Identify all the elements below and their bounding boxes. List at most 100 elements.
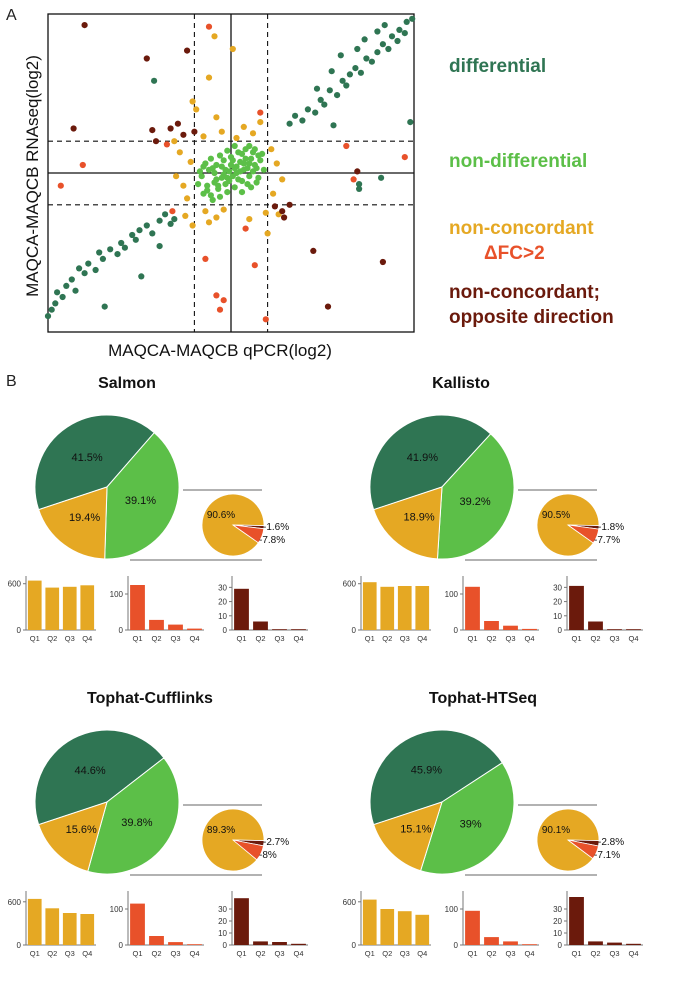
- pie-slice-0: [34, 414, 156, 511]
- point-1-2: [207, 192, 214, 199]
- pie-label-1: 39.2%: [459, 496, 490, 508]
- bar-0: [569, 585, 584, 630]
- bar-category-2: Q3: [400, 634, 410, 643]
- bar-0: [465, 586, 480, 630]
- point-0-33: [304, 106, 311, 113]
- point-4-2: [149, 127, 156, 134]
- bar-2: [503, 941, 518, 945]
- bar-category-0: Q1: [467, 949, 477, 958]
- point-0-8: [81, 270, 88, 277]
- point-2-20: [270, 190, 277, 197]
- point-2-29: [171, 138, 178, 145]
- bar-category-0: Q1: [365, 634, 375, 643]
- point-0-6: [72, 287, 79, 294]
- point-2-15: [240, 123, 247, 130]
- point-0-24: [162, 211, 169, 218]
- point-1-47: [204, 187, 211, 194]
- point-0-35: [317, 96, 324, 103]
- point-3-2: [163, 141, 170, 148]
- bar-2: [397, 586, 412, 630]
- point-0-59: [328, 68, 335, 75]
- point-4-4: [152, 138, 160, 145]
- pie-label-1: 39.8%: [121, 817, 152, 829]
- bar-category-3: Q4: [293, 634, 303, 643]
- pie-label-1: 39%: [460, 819, 482, 831]
- bar-category-1: Q2: [151, 634, 161, 643]
- point-0-5: [63, 282, 70, 289]
- point-0-65: [407, 119, 414, 126]
- pie-label-2: 18.9%: [403, 512, 434, 524]
- subpie-label-1: -1.8%: [598, 522, 624, 533]
- point-2-12: [218, 128, 225, 135]
- point-0-44: [363, 55, 370, 62]
- method-title: Tophat-HTSeq: [429, 690, 537, 707]
- point-0-55: [361, 36, 368, 43]
- bar-3: [187, 944, 202, 945]
- point-4-5: [167, 125, 174, 132]
- point-0-52: [401, 29, 408, 37]
- point-4-17: [354, 168, 361, 175]
- panel-b-letter: B: [6, 373, 17, 390]
- pie-slice-1: [87, 757, 180, 875]
- subpie-label-2: -7.8%: [259, 535, 285, 546]
- bar-chart-0: 0 600 Q1 Q2 Q3 Q4: [8, 891, 96, 958]
- point-2-11: [200, 133, 207, 140]
- point-3-15: [242, 225, 249, 232]
- bar-category-2: Q3: [170, 634, 180, 643]
- point-2-1: [180, 182, 187, 189]
- legend-differential: differential: [449, 56, 546, 77]
- pie-label-0: 44.6%: [74, 765, 105, 777]
- bar-2: [62, 913, 77, 945]
- subpie-label-0: 89.3%: [207, 825, 235, 836]
- point-4-8: [191, 128, 198, 135]
- point-0-62: [356, 185, 363, 192]
- point-2-27: [229, 45, 236, 53]
- point-1-42: [224, 147, 231, 154]
- bar-tick-label-0: 0: [558, 941, 563, 950]
- bar-2: [503, 625, 518, 630]
- pie-slice-1: [419, 761, 515, 875]
- bar-2: [397, 911, 412, 945]
- bar-category-3: Q4: [82, 949, 92, 958]
- point-1-34: [195, 181, 202, 188]
- point-0-15: [114, 251, 121, 258]
- bar-3: [291, 629, 306, 630]
- point-4-11: [279, 208, 286, 215]
- point-0-45: [368, 58, 375, 65]
- bar-0: [569, 897, 584, 945]
- point-1-62: [215, 182, 222, 189]
- point-0-58: [337, 52, 344, 59]
- subpie-label-2: -8%: [259, 850, 277, 861]
- point-0-7: [68, 276, 75, 283]
- bar-1: [484, 621, 499, 630]
- point-3-4: [205, 23, 213, 30]
- bar-tick-label-0: 0: [352, 941, 357, 950]
- bar-category-1: Q2: [382, 949, 392, 958]
- method-block-2: Tophat-Cufflinks 44.6% 39.8% 15.6% 89.3% -2.7…: [8, 690, 308, 958]
- point-1-64: [231, 165, 238, 172]
- subpie-slice-0: [201, 808, 265, 872]
- point-0-16: [118, 239, 125, 247]
- method-title: Kallisto: [432, 375, 490, 392]
- point-1-63: [224, 174, 231, 181]
- point-1-16: [198, 173, 205, 180]
- bar-tick-label-0: 0: [454, 626, 459, 635]
- bar-category-2: Q3: [65, 949, 75, 958]
- point-2-6: [189, 222, 196, 229]
- point-3-13: [343, 142, 350, 150]
- pie-label-2: 15.6%: [66, 824, 97, 836]
- bar-0: [130, 903, 145, 945]
- method-title: Tophat-Cufflinks: [87, 690, 213, 707]
- pie-slice-2: [38, 486, 108, 560]
- point-0-20: [132, 236, 139, 243]
- pie-slice-2: [373, 486, 443, 560]
- bar-3: [291, 943, 306, 945]
- bar-1: [253, 941, 268, 945]
- bar-3: [522, 628, 537, 630]
- point-1-67: [253, 165, 260, 172]
- point-1-13: [248, 155, 255, 162]
- point-3-5: [213, 292, 220, 299]
- bar-category-1: Q2: [47, 949, 57, 958]
- point-0-0: [44, 313, 52, 320]
- point-1-52: [240, 166, 247, 173]
